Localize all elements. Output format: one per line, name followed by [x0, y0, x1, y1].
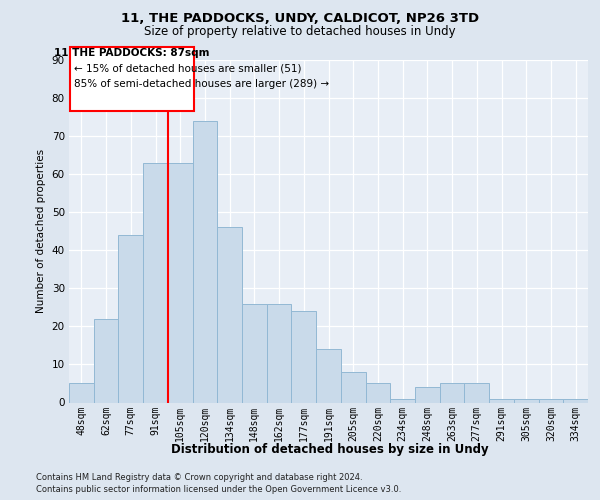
Y-axis label: Number of detached properties: Number of detached properties: [36, 149, 46, 314]
Bar: [316, 349, 341, 403]
Bar: [539, 398, 563, 402]
Bar: [390, 398, 415, 402]
Bar: [563, 398, 588, 402]
Bar: [514, 398, 539, 402]
Bar: [415, 388, 440, 402]
Bar: [341, 372, 365, 402]
Text: Contains HM Land Registry data © Crown copyright and database right 2024.: Contains HM Land Registry data © Crown c…: [36, 472, 362, 482]
Bar: [168, 162, 193, 402]
Text: Size of property relative to detached houses in Undy: Size of property relative to detached ho…: [144, 25, 456, 38]
FancyBboxPatch shape: [70, 46, 194, 112]
Text: Contains public sector information licensed under the Open Government Licence v3: Contains public sector information licen…: [36, 485, 401, 494]
Bar: [193, 121, 217, 402]
Text: 11 THE PADDOCKS: 87sqm: 11 THE PADDOCKS: 87sqm: [54, 48, 210, 58]
Bar: [267, 304, 292, 402]
Text: Distribution of detached houses by size in Undy: Distribution of detached houses by size …: [171, 442, 489, 456]
Text: 85% of semi-detached houses are larger (289) →: 85% of semi-detached houses are larger (…: [74, 78, 329, 88]
Bar: [217, 228, 242, 402]
Text: 11, THE PADDOCKS, UNDY, CALDICOT, NP26 3TD: 11, THE PADDOCKS, UNDY, CALDICOT, NP26 3…: [121, 12, 479, 26]
Bar: [489, 398, 514, 402]
Bar: [143, 162, 168, 402]
Bar: [292, 311, 316, 402]
Bar: [118, 235, 143, 402]
Bar: [440, 384, 464, 402]
Bar: [365, 384, 390, 402]
Bar: [94, 319, 118, 402]
Bar: [69, 384, 94, 402]
Bar: [464, 384, 489, 402]
Text: ← 15% of detached houses are smaller (51): ← 15% of detached houses are smaller (51…: [74, 64, 301, 74]
Bar: [242, 304, 267, 402]
